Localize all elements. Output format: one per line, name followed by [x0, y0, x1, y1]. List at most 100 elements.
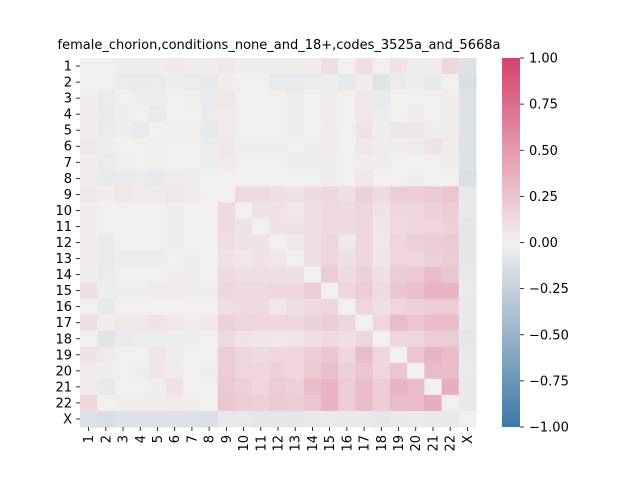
heatmap-cell-20-8: [200, 362, 219, 380]
heatmap-cell-5-3: [114, 122, 133, 139]
heatmap-cell-11-12: [269, 218, 288, 235]
heatmap-cell-16-1: [80, 298, 98, 316]
heatmap-cell-11-22: [441, 218, 460, 235]
heatmap-cell-9-8: [200, 186, 219, 203]
heatmap-cell-17-5: [148, 314, 167, 332]
heatmap-cell-19-16: [338, 346, 356, 364]
heatmap-cell-19-21: [424, 346, 443, 364]
heatmap-cell-2-14: [303, 74, 322, 91]
heatmap-cell-15-19: [389, 282, 408, 300]
heatmap-cell-17-10: [234, 314, 253, 332]
y-tick-label: 12: [55, 236, 72, 251]
heatmap-cell-17-13: [286, 314, 305, 332]
heatmap-cell-17-21: [424, 314, 443, 332]
heatmap-cell-11-X: [458, 218, 477, 235]
heatmap-cell-5-9: [217, 122, 236, 139]
heatmap-cell-14-8: [200, 266, 219, 284]
heatmap-cell-12-10: [234, 234, 253, 252]
heatmap-cell-6-10: [234, 138, 253, 155]
heatmap-cell-10-12: [269, 202, 288, 219]
heatmap-cell-18-14: [303, 330, 322, 348]
heatmap-cell-7-5: [148, 154, 167, 171]
heatmap-cell-22-10: [234, 394, 253, 412]
x-tick-label: 15: [323, 435, 338, 452]
heatmap-cell-11-1: [80, 218, 98, 235]
heatmap-cell-2-11: [252, 74, 270, 91]
heatmap-cell-22-20: [407, 394, 425, 412]
heatmap-cell-14-21: [424, 266, 443, 284]
heatmap-cell-5-18: [372, 122, 391, 139]
heatmap-cell-18-3: [114, 330, 133, 348]
heatmap-cell-13-4: [131, 250, 150, 268]
heatmap-cell-16-10: [234, 298, 253, 316]
heatmap-cell-16-16: [338, 298, 356, 316]
y-tick-label: 22: [55, 396, 72, 411]
heatmap-cell-10-21: [424, 202, 443, 219]
heatmap-cell-10-6: [166, 202, 184, 219]
heatmap-cell-14-14: [303, 266, 322, 284]
heatmap-cell-16-2: [97, 298, 115, 316]
heatmap-cell-6-14: [303, 138, 322, 155]
heatmap-cell-3-7: [183, 90, 202, 107]
heatmap-cell-15-2: [97, 282, 115, 300]
heatmap-cell-20-1: [80, 362, 98, 380]
heatmap-cell-4-19: [389, 106, 408, 123]
heatmap-cell-9-20: [407, 186, 425, 203]
heatmap-cell-8-11: [252, 170, 270, 187]
heatmap-cell-1-16: [338, 58, 356, 75]
heatmap-cell-15-10: [234, 282, 253, 300]
heatmap-cell-X-10: [234, 410, 253, 428]
heatmap-cell-3-20: [407, 90, 425, 107]
heatmap-cell-5-8: [200, 122, 219, 139]
heatmap-cell-8-9: [217, 170, 236, 187]
heatmap-cell-11-14: [303, 218, 322, 235]
heatmap-cell-8-X: [458, 170, 477, 187]
heatmap-cell-5-22: [441, 122, 460, 139]
heatmap-cell-21-2: [97, 378, 115, 396]
y-tick-label: X: [63, 412, 72, 427]
heatmap-cell-17-2: [97, 314, 115, 332]
heatmap-cell-19-20: [407, 346, 425, 364]
y-tick-label: 9: [64, 188, 72, 203]
heatmap-cell-10-1: [80, 202, 98, 219]
heatmap-cell-17-12: [269, 314, 288, 332]
heatmap-cell-22-15: [321, 394, 339, 412]
heatmap-cell-2-18: [372, 74, 391, 91]
heatmap-cell-X-12: [269, 410, 288, 428]
heatmap-cell-14-19: [389, 266, 408, 284]
heatmap-cell-4-X: [458, 106, 477, 123]
heatmap-cell-11-20: [407, 218, 425, 235]
heatmap-cell-14-6: [166, 266, 184, 284]
heatmap-cell-20-22: [441, 362, 460, 380]
heatmap-cell-21-9: [217, 378, 236, 396]
heatmap-cell-18-15: [321, 330, 339, 348]
heatmap-cell-15-11: [252, 282, 270, 300]
heatmap-cell-11-15: [321, 218, 339, 235]
heatmap-cell-16-13: [286, 298, 305, 316]
heatmap-cell-4-20: [407, 106, 425, 123]
heatmap-cell-10-7: [183, 202, 202, 219]
heatmap-cell-9-17: [355, 186, 374, 203]
heatmap-cell-9-2: [97, 186, 115, 203]
heatmap-cell-12-20: [407, 234, 425, 252]
heatmap-cell-5-19: [389, 122, 408, 139]
heatmap-cell-12-19: [389, 234, 408, 252]
heatmap-cell-7-X: [458, 154, 477, 171]
heatmap-cell-7-12: [269, 154, 288, 171]
heatmap-cell-X-4: [131, 410, 150, 428]
heatmap-cell-13-7: [183, 250, 202, 268]
heatmap-cell-21-22: [441, 378, 460, 396]
heatmap-cell-7-21: [424, 154, 443, 171]
heatmap-cell-10-4: [131, 202, 150, 219]
heatmap-cell-10-5: [148, 202, 167, 219]
heatmap-cell-19-14: [303, 346, 322, 364]
heatmap-cell-5-10: [234, 122, 253, 139]
heatmap-cell-9-3: [114, 186, 133, 203]
heatmap-cell-5-6: [166, 122, 184, 139]
heatmap-cell-20-6: [166, 362, 184, 380]
heatmap-cell-13-18: [372, 250, 391, 268]
heatmap-cell-18-1: [80, 330, 98, 348]
heatmap-cell-1-10: [234, 58, 253, 75]
heatmap-cell-3-5: [148, 90, 167, 107]
heatmap-cell-22-12: [269, 394, 288, 412]
